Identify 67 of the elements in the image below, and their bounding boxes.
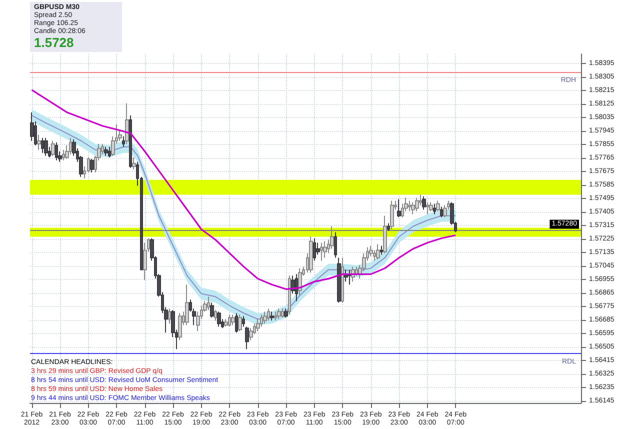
candlestick <box>426 202 429 215</box>
candlestick <box>41 137 44 154</box>
candlestick <box>249 328 253 341</box>
candlestick <box>224 318 228 328</box>
candlestick <box>185 284 189 326</box>
candlestick <box>443 204 447 218</box>
candlestick <box>369 245 373 257</box>
candlestick <box>313 238 316 262</box>
candlestick <box>242 316 245 328</box>
candlestick <box>228 314 231 328</box>
candlestick <box>298 268 302 296</box>
candlestick <box>108 146 111 158</box>
candlestick <box>323 240 327 258</box>
candlestick <box>51 140 55 156</box>
candlestick <box>277 308 281 320</box>
candlestick <box>288 275 291 316</box>
candlestick <box>178 312 182 341</box>
candlestick <box>132 156 136 170</box>
candlestick <box>256 318 260 332</box>
candlestick <box>245 326 249 350</box>
candlestick <box>143 242 147 281</box>
candlestick <box>69 137 72 155</box>
candlestick <box>260 314 263 328</box>
candlestick <box>440 206 443 218</box>
candlestick <box>129 114 132 168</box>
candlestick <box>214 310 217 322</box>
candlestick <box>408 200 411 212</box>
candlestick <box>90 158 94 173</box>
candlestick <box>270 311 274 322</box>
candlestick <box>210 302 214 318</box>
candlestick <box>274 311 277 322</box>
candlestick <box>429 202 433 212</box>
candlestick <box>284 308 288 318</box>
candlestick <box>281 308 284 318</box>
candlestick <box>37 134 41 150</box>
candlestick <box>320 242 323 262</box>
candlestick <box>125 102 129 144</box>
candlestick <box>55 142 58 161</box>
candlestick <box>122 136 125 148</box>
candlestick <box>295 274 298 302</box>
candlestick <box>30 112 34 142</box>
candlestick <box>62 149 65 161</box>
candlestick <box>387 222 390 232</box>
candlestick <box>341 257 344 304</box>
text: 1.5728 <box>34 35 75 50</box>
candlestick <box>231 314 235 326</box>
candlestick <box>207 296 210 311</box>
candlestick <box>44 137 48 156</box>
candlestick <box>397 198 401 218</box>
candlestick <box>411 202 415 215</box>
candlestick <box>380 245 383 256</box>
candlestick <box>436 200 440 212</box>
candlestick <box>217 311 221 328</box>
line-series <box>30 89 456 290</box>
candlestick <box>433 203 436 215</box>
candlestick <box>263 311 267 324</box>
candlestick <box>267 308 270 322</box>
candlestick <box>415 197 419 212</box>
candlestick <box>334 232 337 258</box>
candlestick <box>337 257 341 304</box>
candlestick <box>238 314 242 332</box>
candlestick <box>422 196 426 210</box>
candlestick <box>168 308 171 324</box>
candlestick <box>235 312 238 334</box>
candlestick <box>104 146 108 156</box>
candlestick <box>376 244 380 260</box>
candlestick <box>309 236 313 274</box>
